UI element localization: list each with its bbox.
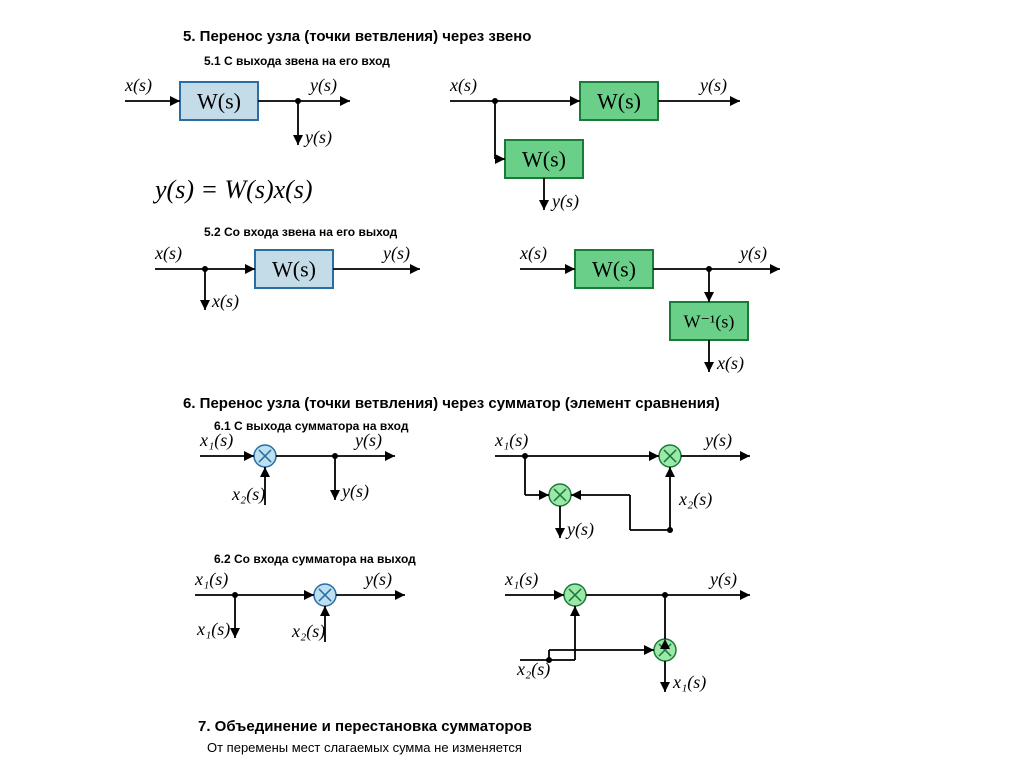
svg-text:x₁(s): x₁(s) bbox=[194, 569, 228, 590]
svg-text:W⁻¹(s): W⁻¹(s) bbox=[684, 311, 735, 332]
svg-text:x₂(s): x₂(s) bbox=[678, 489, 712, 510]
svg-text:x(s): x(s) bbox=[716, 353, 744, 374]
svg-text:W(s): W(s) bbox=[522, 147, 566, 172]
diagram-canvas: W(s) x(s) y(s) y(s) W(s) W(s) x(s) y(s) y(s) W(s)… bbox=[0, 0, 1024, 767]
svg-text:y(s): y(s) bbox=[353, 430, 382, 451]
svg-text:x(s): x(s) bbox=[211, 291, 239, 312]
svg-text:x(s): x(s) bbox=[154, 243, 182, 264]
svg-text:x₁(s): x₁(s) bbox=[196, 619, 230, 640]
svg-text:W(s): W(s) bbox=[592, 257, 636, 282]
svg-text:x₁(s): x₁(s) bbox=[199, 430, 233, 451]
svg-text:x₂(s): x₂(s) bbox=[291, 621, 325, 642]
svg-text:x₁(s): x₁(s) bbox=[672, 672, 706, 693]
svg-text:x₂(s): x₂(s) bbox=[231, 484, 265, 505]
svg-text:x₁(s): x₁(s) bbox=[504, 569, 538, 590]
svg-text:W(s): W(s) bbox=[597, 89, 641, 114]
svg-text:y(s): y(s) bbox=[565, 519, 594, 540]
svg-text:y(s): y(s) bbox=[738, 243, 767, 264]
svg-text:y(s): y(s) bbox=[363, 569, 392, 590]
svg-text:y(s): y(s) bbox=[703, 430, 732, 451]
svg-text:x₁(s): x₁(s) bbox=[494, 430, 528, 451]
svg-text:W(s): W(s) bbox=[272, 257, 316, 282]
svg-text:y(s): y(s) bbox=[550, 191, 579, 212]
svg-text:W(s): W(s) bbox=[197, 89, 241, 114]
svg-text:y(s): y(s) bbox=[308, 75, 337, 96]
svg-text:y(s): y(s) bbox=[381, 243, 410, 264]
svg-text:y(s): y(s) bbox=[303, 127, 332, 148]
svg-text:x(s): x(s) bbox=[449, 75, 477, 96]
svg-text:y(s): y(s) bbox=[340, 481, 369, 502]
svg-text:x(s): x(s) bbox=[124, 75, 152, 96]
svg-text:y(s): y(s) bbox=[708, 569, 737, 590]
svg-text:x₂(s): x₂(s) bbox=[516, 659, 550, 680]
svg-text:y(s): y(s) bbox=[698, 75, 727, 96]
svg-text:x(s): x(s) bbox=[519, 243, 547, 264]
